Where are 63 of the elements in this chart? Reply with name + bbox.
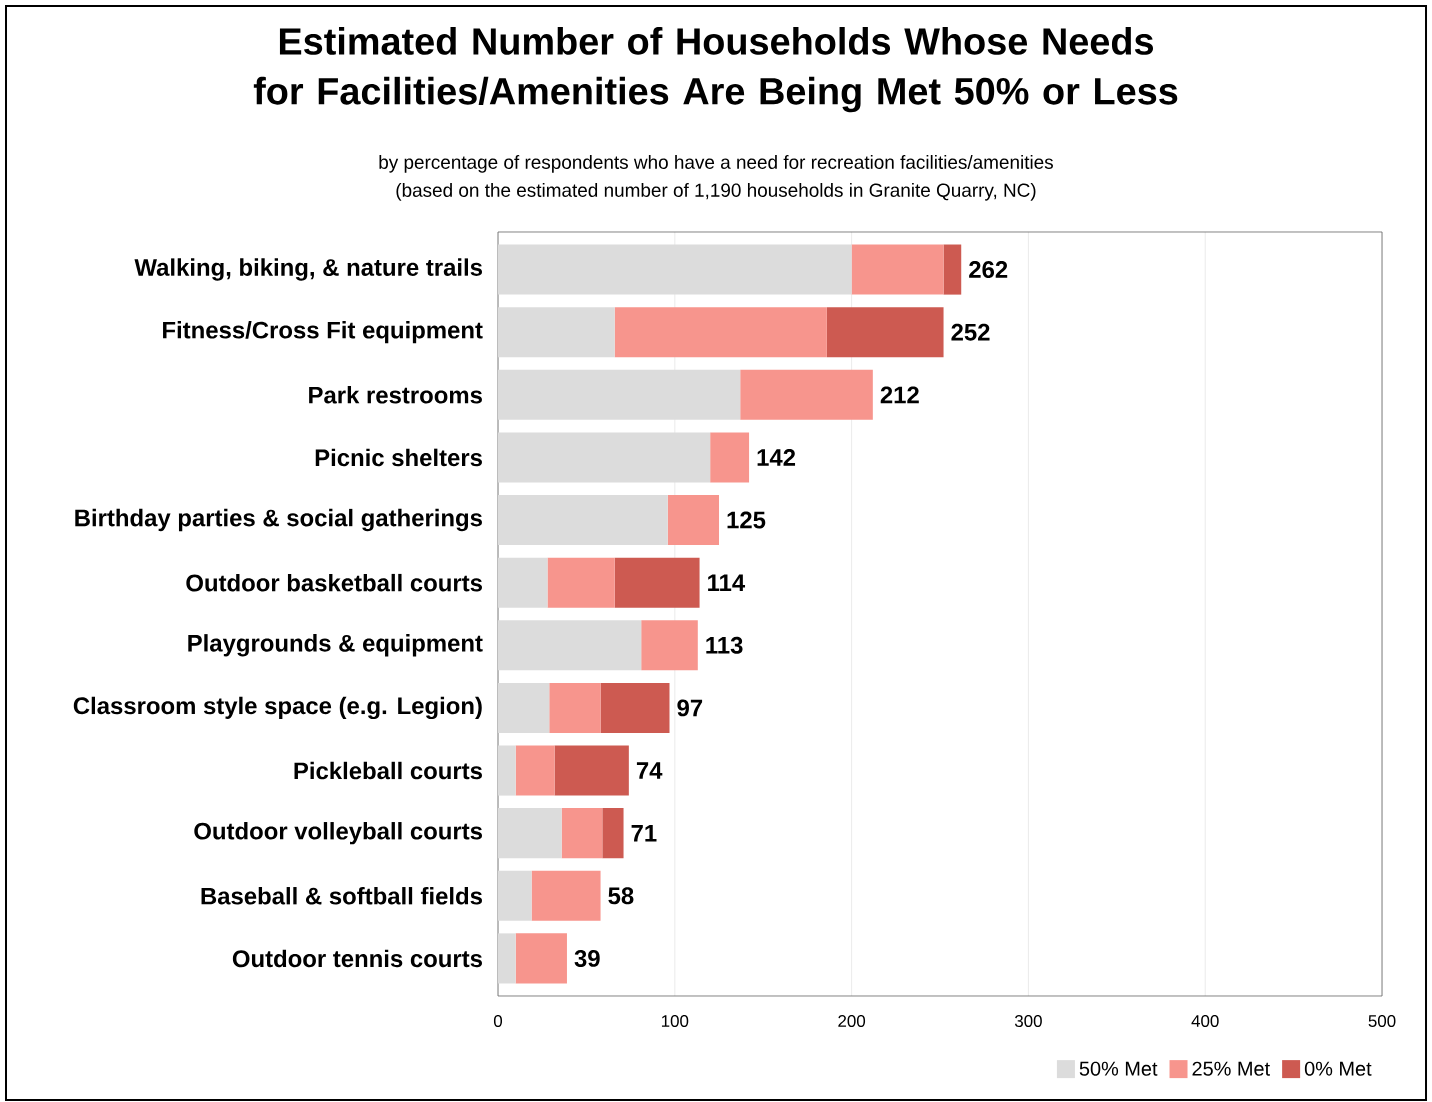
legend-label: 50% Met	[1079, 1061, 1158, 1076]
bar	[515, 933, 567, 984]
total-label: 74	[636, 762, 663, 779]
total-label: 142	[757, 449, 796, 466]
bar	[600, 682, 670, 733]
bar	[710, 432, 750, 483]
y-tick-label: Park restrooms	[309, 386, 482, 404]
total-label: 113	[706, 636, 743, 654]
x-tick-label: 200	[838, 1015, 866, 1028]
bar	[826, 307, 944, 358]
total-label: 58	[608, 887, 634, 905]
y-tick-label: Walking, biking, & nature trails	[134, 258, 482, 281]
bar	[547, 557, 615, 608]
y-tick-label: Birthday parties & social gatherings	[75, 508, 482, 532]
total-label: 262	[969, 261, 1008, 279]
bar	[498, 870, 532, 921]
bar	[498, 620, 642, 671]
total-label: 39	[574, 949, 600, 967]
bar	[498, 682, 550, 733]
y-tick-label: Pickleball courts	[294, 761, 482, 780]
x-tick-label: 500	[1368, 1015, 1396, 1028]
total-label: 71	[631, 824, 657, 842]
legend-label: 0% Met	[1304, 1061, 1372, 1076]
legend-label: 25% Met	[1192, 1061, 1270, 1076]
bar	[498, 495, 668, 546]
y-tick-label: Picnic shelters	[315, 448, 482, 467]
bar	[554, 745, 629, 796]
bar	[498, 557, 548, 608]
total-label: 212	[880, 386, 919, 404]
bar	[602, 808, 624, 859]
bar	[561, 808, 603, 859]
bar	[498, 307, 615, 358]
bar	[740, 369, 873, 420]
total-label: 97	[677, 699, 703, 717]
bar	[498, 808, 562, 859]
y-tick-label: Outdoor tennis courts	[232, 949, 482, 968]
x-tick-label: 300	[1014, 1015, 1042, 1028]
total-label: 252	[951, 323, 990, 341]
x-tick-label: 100	[661, 1015, 689, 1028]
bar	[614, 307, 827, 358]
y-tick-label: Playgrounds & equipment	[188, 634, 483, 657]
y-tick-label: Fitness/Cross Fit equipment	[163, 321, 483, 344]
chart-title: Estimated Number of Households Whose Needs for Facilities/Amenities Are Being Met 50% or Less	[253, 27, 1178, 113]
bar	[851, 244, 944, 295]
bar	[667, 495, 720, 546]
text: (based on the estimated number of 1,190 households in Granite Quarry, NC)	[396, 183, 1036, 201]
x-tick-label: 400	[1191, 1015, 1219, 1028]
y-tick-label: Outdoor volleyball courts	[194, 822, 482, 845]
total-label: 125	[727, 511, 766, 529]
bar	[641, 620, 698, 671]
total-label: 114	[708, 574, 746, 591]
x-tick-label: 0	[493, 1015, 503, 1028]
bar	[943, 244, 962, 295]
y-tick-label: Outdoor basketball courts	[186, 573, 482, 592]
y-tick-label: Classroom style space (e.g. Legion)	[73, 696, 482, 720]
bar	[549, 682, 601, 733]
bar	[531, 870, 601, 921]
bar	[498, 745, 516, 796]
y-tick-label: Baseball & softball fields	[201, 887, 482, 905]
bar	[498, 933, 516, 984]
bar	[614, 557, 700, 608]
chart-subtitle: by percentage of respondents who have a need for recreation facilities/amenities	[379, 155, 1053, 173]
bar	[515, 745, 555, 796]
